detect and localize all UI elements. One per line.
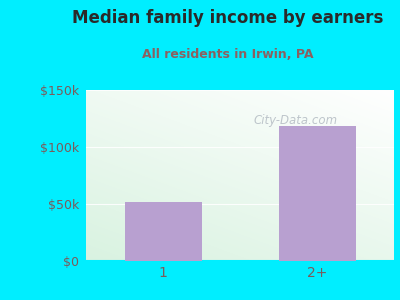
Bar [124,202,202,261]
Bar [278,127,356,261]
Text: City-Data.com: City-Data.com [253,114,338,127]
Text: Median family income by earners: Median family income by earners [72,9,384,27]
Text: All residents in Irwin, PA: All residents in Irwin, PA [142,48,314,61]
